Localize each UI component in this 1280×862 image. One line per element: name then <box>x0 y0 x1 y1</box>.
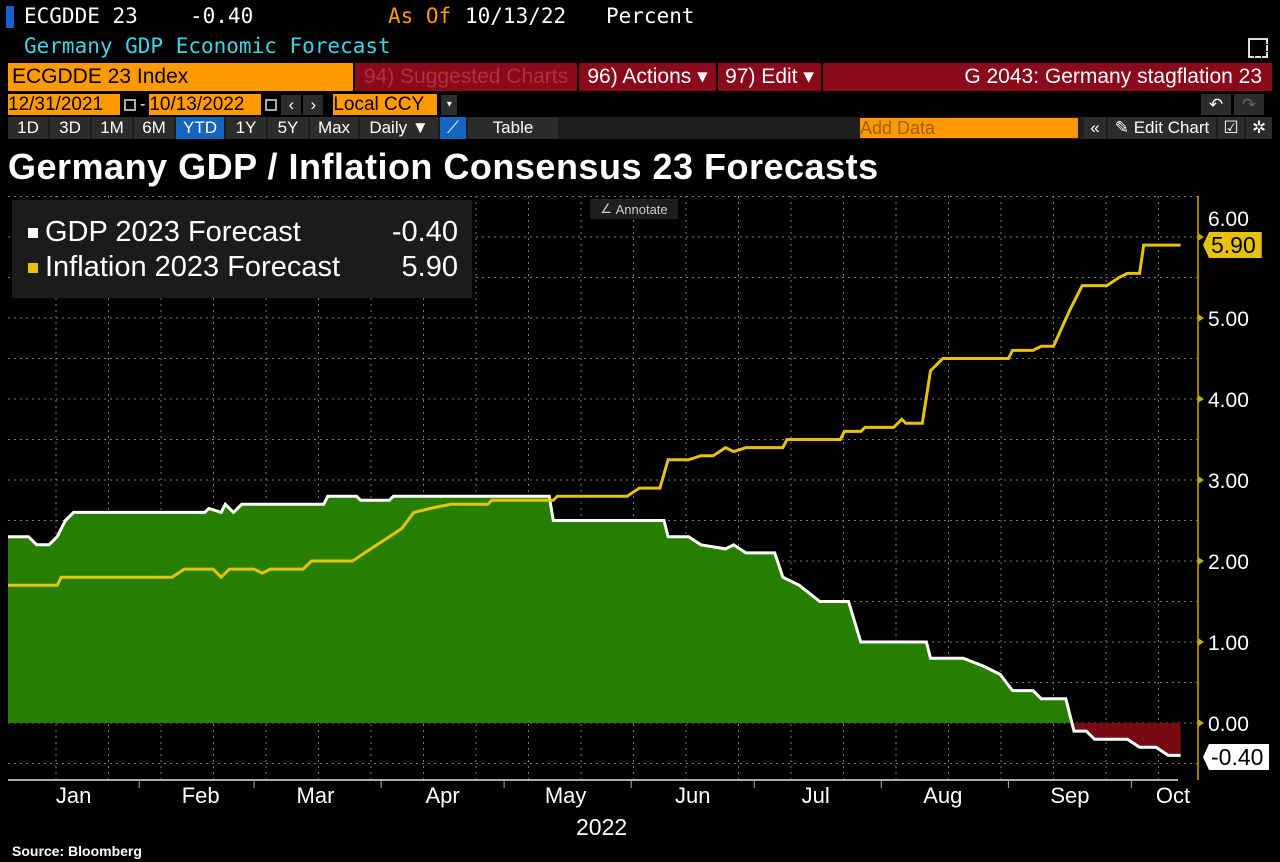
last-value-badge-inflation: 5.90 <box>1203 232 1262 258</box>
ticker-marker <box>6 6 14 28</box>
y-tick-mark <box>1198 395 1204 403</box>
x-tick-label: Jan <box>56 783 91 808</box>
y-tick-label: 4.00 <box>1208 389 1249 412</box>
last-value-badge-gdp: -0.40 <box>1203 744 1270 770</box>
ticker-value: -0.40 <box>190 4 254 28</box>
description: Germany GDP Economic Forecast <box>24 34 391 58</box>
table-button[interactable]: Table <box>468 117 558 139</box>
x-tick-label: Oct <box>1156 783 1190 808</box>
gear-icon[interactable]: ✲ <box>1246 117 1272 139</box>
period-1y[interactable]: 1Y <box>226 117 266 139</box>
unit: Percent <box>606 4 695 28</box>
legend-label-inflation: Inflation 2023 Forecast <box>45 251 341 283</box>
legend-swatch-gdp <box>28 228 38 238</box>
y-tick-label: 5.00 <box>1208 308 1249 331</box>
edit-chart-button[interactable]: ✎ Edit Chart <box>1108 117 1216 139</box>
legend: GDP 2023 Forecast -0.40 Inflation 2023 F… <box>12 200 472 298</box>
period-ytd[interactable]: YTD <box>176 117 224 139</box>
source-note: Source: Bloomberg <box>12 843 142 859</box>
date-separator: - <box>140 95 146 113</box>
edit-menu[interactable]: 97) Edit ▾ <box>718 63 821 91</box>
annotate-button[interactable]: ∠ Annotate <box>590 199 678 219</box>
currency-dropdown-icon[interactable]: ▾ <box>441 94 458 115</box>
x-tick-label: Sep <box>1050 783 1089 808</box>
y-tick-label: 0.00 <box>1208 713 1249 736</box>
ticker: ECGDDE 23 <box>24 4 138 28</box>
badge-value: -0.40 <box>1211 744 1264 770</box>
x-tick-label: Apr <box>425 783 459 808</box>
annotate-label: Annotate <box>615 201 668 217</box>
period-3d[interactable]: 3D <box>50 117 90 139</box>
legend-swatch-inflation <box>28 263 38 273</box>
badge-value: 5.90 <box>1211 232 1256 258</box>
period-1d[interactable]: 1D <box>8 117 48 139</box>
y-tick-mark <box>1198 638 1204 646</box>
actions-menu[interactable]: 96) Actions ▾ <box>579 63 716 91</box>
legend-label-gdp: GDP 2023 Forecast <box>45 216 301 248</box>
start-date-input[interactable]: 12/31/2021 <box>8 94 120 115</box>
calendar-icon[interactable] <box>124 98 136 111</box>
next-period-button[interactable]: › <box>303 94 324 115</box>
series-line-inflation <box>8 243 1181 587</box>
period-max[interactable]: Max <box>310 117 358 139</box>
period-5y[interactable]: 5Y <box>268 117 308 139</box>
currency-select[interactable]: Local CCY <box>333 94 438 115</box>
legend-value-inflation: 5.90 <box>401 251 458 283</box>
y-tick-mark <box>1198 476 1204 484</box>
y-tick-mark <box>1198 233 1204 241</box>
y-tick-label: 1.00 <box>1208 632 1249 655</box>
calendar-icon[interactable] <box>265 98 278 111</box>
y-tick-label: 2.00 <box>1208 551 1249 574</box>
chart-name: G 2043: Germany stagflation 23 <box>823 63 1272 91</box>
period-6m[interactable]: 6M <box>134 117 174 139</box>
prev-period-button[interactable]: ‹ <box>281 94 302 115</box>
x-tick-label: May <box>545 783 587 808</box>
pencil-icon: ✎ <box>1114 118 1134 137</box>
series-line-gdp <box>8 494 1181 757</box>
y-tick-mark <box>1198 314 1204 322</box>
collapse-icon[interactable]: « <box>1084 117 1106 139</box>
undo-button[interactable]: ↶ <box>1201 94 1231 115</box>
as-of-date: 10/13/22 <box>465 4 567 28</box>
redo-button[interactable]: ↷ <box>1234 94 1264 115</box>
y-tick-mark <box>1198 719 1204 727</box>
suggested-charts-button[interactable]: 94) Suggested Charts <box>355 63 577 91</box>
x-tick-label: Jun <box>675 783 710 808</box>
y-tick-mark <box>1198 557 1204 565</box>
annotate-toggle-icon[interactable]: ☑ <box>1218 117 1244 139</box>
x-axis-year-label: 2022 <box>576 814 628 840</box>
edit-chart-label: Edit Chart <box>1133 118 1210 137</box>
end-date-input[interactable]: 10/13/2022 <box>149 94 262 115</box>
y-tick-label: 6.00 <box>1208 208 1249 231</box>
x-tick-label: Jul <box>802 783 830 808</box>
add-data-input[interactable]: Add Data <box>860 118 1078 138</box>
gdp-area-positive <box>8 496 1181 723</box>
pop-out-icon[interactable] <box>1248 38 1268 58</box>
legend-value-gdp: -0.40 <box>391 216 458 248</box>
x-tick-label: Aug <box>923 783 962 808</box>
x-tick-label: Mar <box>297 783 335 808</box>
line-chart-icon[interactable]: ⟋ <box>440 117 466 139</box>
chart-title: Germany GDP / Inflation Consensus 23 For… <box>8 146 879 187</box>
annotate-icon: ∠ <box>600 201 616 216</box>
period-1m[interactable]: 1M <box>92 117 132 139</box>
y-tick-label: 3.00 <box>1208 470 1249 493</box>
x-tick-label: Feb <box>182 783 220 808</box>
as-of-label: As Of <box>388 4 452 28</box>
frequency-select[interactable]: Daily ▼ <box>360 117 438 139</box>
security-input[interactable]: ECGDDE 23 Index <box>8 63 353 91</box>
